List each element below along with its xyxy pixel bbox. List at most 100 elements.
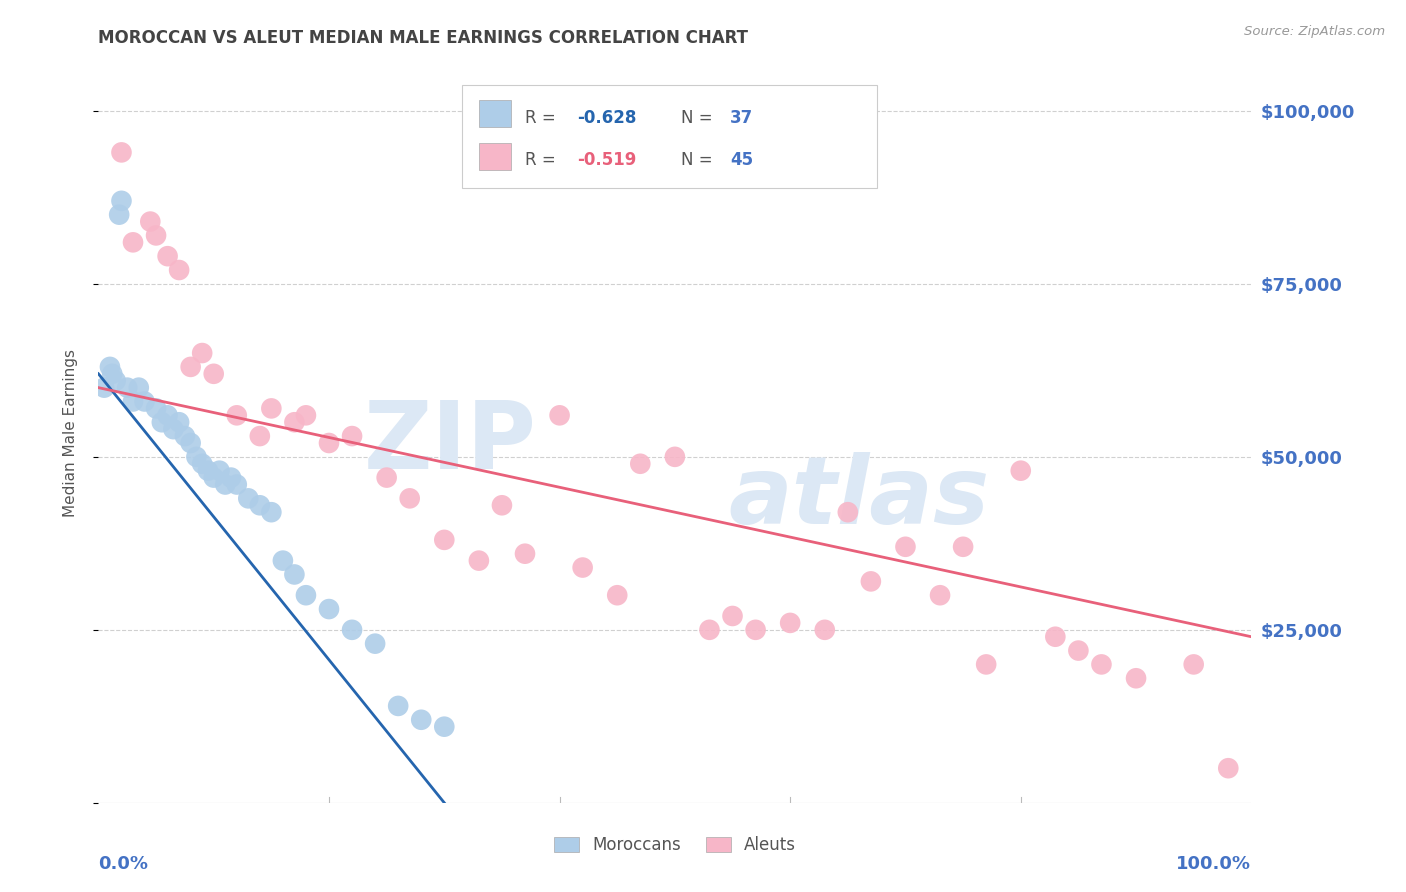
Point [150, 415, 173, 429]
Point [156, 249, 179, 263]
Point [208, 464, 231, 478]
Point [128, 381, 150, 395]
Point [197, 464, 219, 478]
Point [548, 409, 571, 423]
Point [249, 429, 271, 443]
FancyBboxPatch shape [479, 143, 512, 169]
Point [271, 554, 294, 568]
Point [1045, 630, 1067, 644]
Point [202, 470, 225, 484]
Point [340, 429, 363, 443]
Point [1182, 657, 1205, 672]
Text: 0.0%: 0.0% [98, 855, 149, 872]
Point [98, 359, 121, 374]
Point [1067, 643, 1090, 657]
Point [1218, 761, 1240, 775]
Point [110, 194, 132, 208]
Point [491, 498, 513, 512]
Text: 45: 45 [730, 151, 754, 169]
Point [180, 436, 202, 450]
Text: -0.628: -0.628 [576, 109, 637, 127]
Point [859, 574, 882, 589]
Point [1010, 464, 1032, 478]
Point [398, 491, 420, 506]
Point [628, 457, 651, 471]
Point [167, 263, 190, 277]
Point [249, 498, 271, 512]
Point [411, 713, 433, 727]
Point [894, 540, 917, 554]
Legend: Moroccans, Aleuts: Moroccans, Aleuts [547, 830, 803, 861]
Point [225, 477, 247, 491]
Point [174, 429, 197, 443]
Text: R =: R = [524, 109, 561, 127]
Point [93, 381, 115, 395]
Point [283, 415, 305, 429]
Point [145, 228, 167, 243]
Point [219, 470, 242, 484]
Point [283, 567, 305, 582]
Point [318, 602, 340, 616]
Point [167, 415, 190, 429]
Text: N =: N = [681, 109, 717, 127]
Point [1125, 671, 1147, 685]
Point [156, 409, 179, 423]
Point [186, 450, 208, 464]
Text: -0.519: -0.519 [576, 151, 637, 169]
Point [191, 457, 214, 471]
Point [571, 560, 593, 574]
Text: Source: ZipAtlas.com: Source: ZipAtlas.com [1244, 25, 1385, 38]
Point [214, 477, 236, 491]
Point [952, 540, 974, 554]
Text: atlas: atlas [728, 452, 990, 544]
Point [295, 588, 318, 602]
Point [1090, 657, 1112, 672]
Point [139, 214, 162, 228]
Point [101, 367, 124, 381]
Point [929, 588, 952, 602]
Point [387, 698, 409, 713]
Point [837, 505, 859, 519]
Point [744, 623, 766, 637]
Point [180, 359, 202, 374]
Point [364, 637, 387, 651]
Text: ZIP: ZIP [364, 397, 537, 489]
Point [104, 374, 127, 388]
Point [513, 547, 536, 561]
Point [779, 615, 801, 630]
Point [238, 491, 260, 506]
Point [664, 450, 686, 464]
Point [202, 367, 225, 381]
Text: 100.0%: 100.0% [1177, 855, 1251, 872]
Text: R =: R = [524, 151, 561, 169]
Point [699, 623, 721, 637]
Point [122, 235, 145, 250]
FancyBboxPatch shape [479, 100, 512, 127]
Point [340, 623, 363, 637]
Point [110, 145, 132, 160]
Point [260, 505, 283, 519]
Point [295, 409, 318, 423]
Point [468, 554, 491, 568]
Text: N =: N = [681, 151, 717, 169]
Text: 37: 37 [730, 109, 754, 127]
Point [145, 401, 167, 416]
Point [318, 436, 340, 450]
Point [433, 720, 456, 734]
Point [117, 381, 139, 395]
FancyBboxPatch shape [461, 85, 877, 188]
Point [134, 394, 156, 409]
Point [225, 409, 247, 423]
Y-axis label: Median Male Earnings: Median Male Earnings [63, 349, 77, 516]
Point [721, 609, 744, 624]
Point [162, 422, 184, 436]
Text: MOROCCAN VS ALEUT MEDIAN MALE EARNINGS CORRELATION CHART: MOROCCAN VS ALEUT MEDIAN MALE EARNINGS C… [98, 29, 748, 47]
Point [433, 533, 456, 547]
Point [814, 623, 837, 637]
Point [375, 470, 398, 484]
Point [122, 394, 145, 409]
Point [974, 657, 997, 672]
Point [108, 208, 131, 222]
Point [606, 588, 628, 602]
Point [191, 346, 214, 360]
